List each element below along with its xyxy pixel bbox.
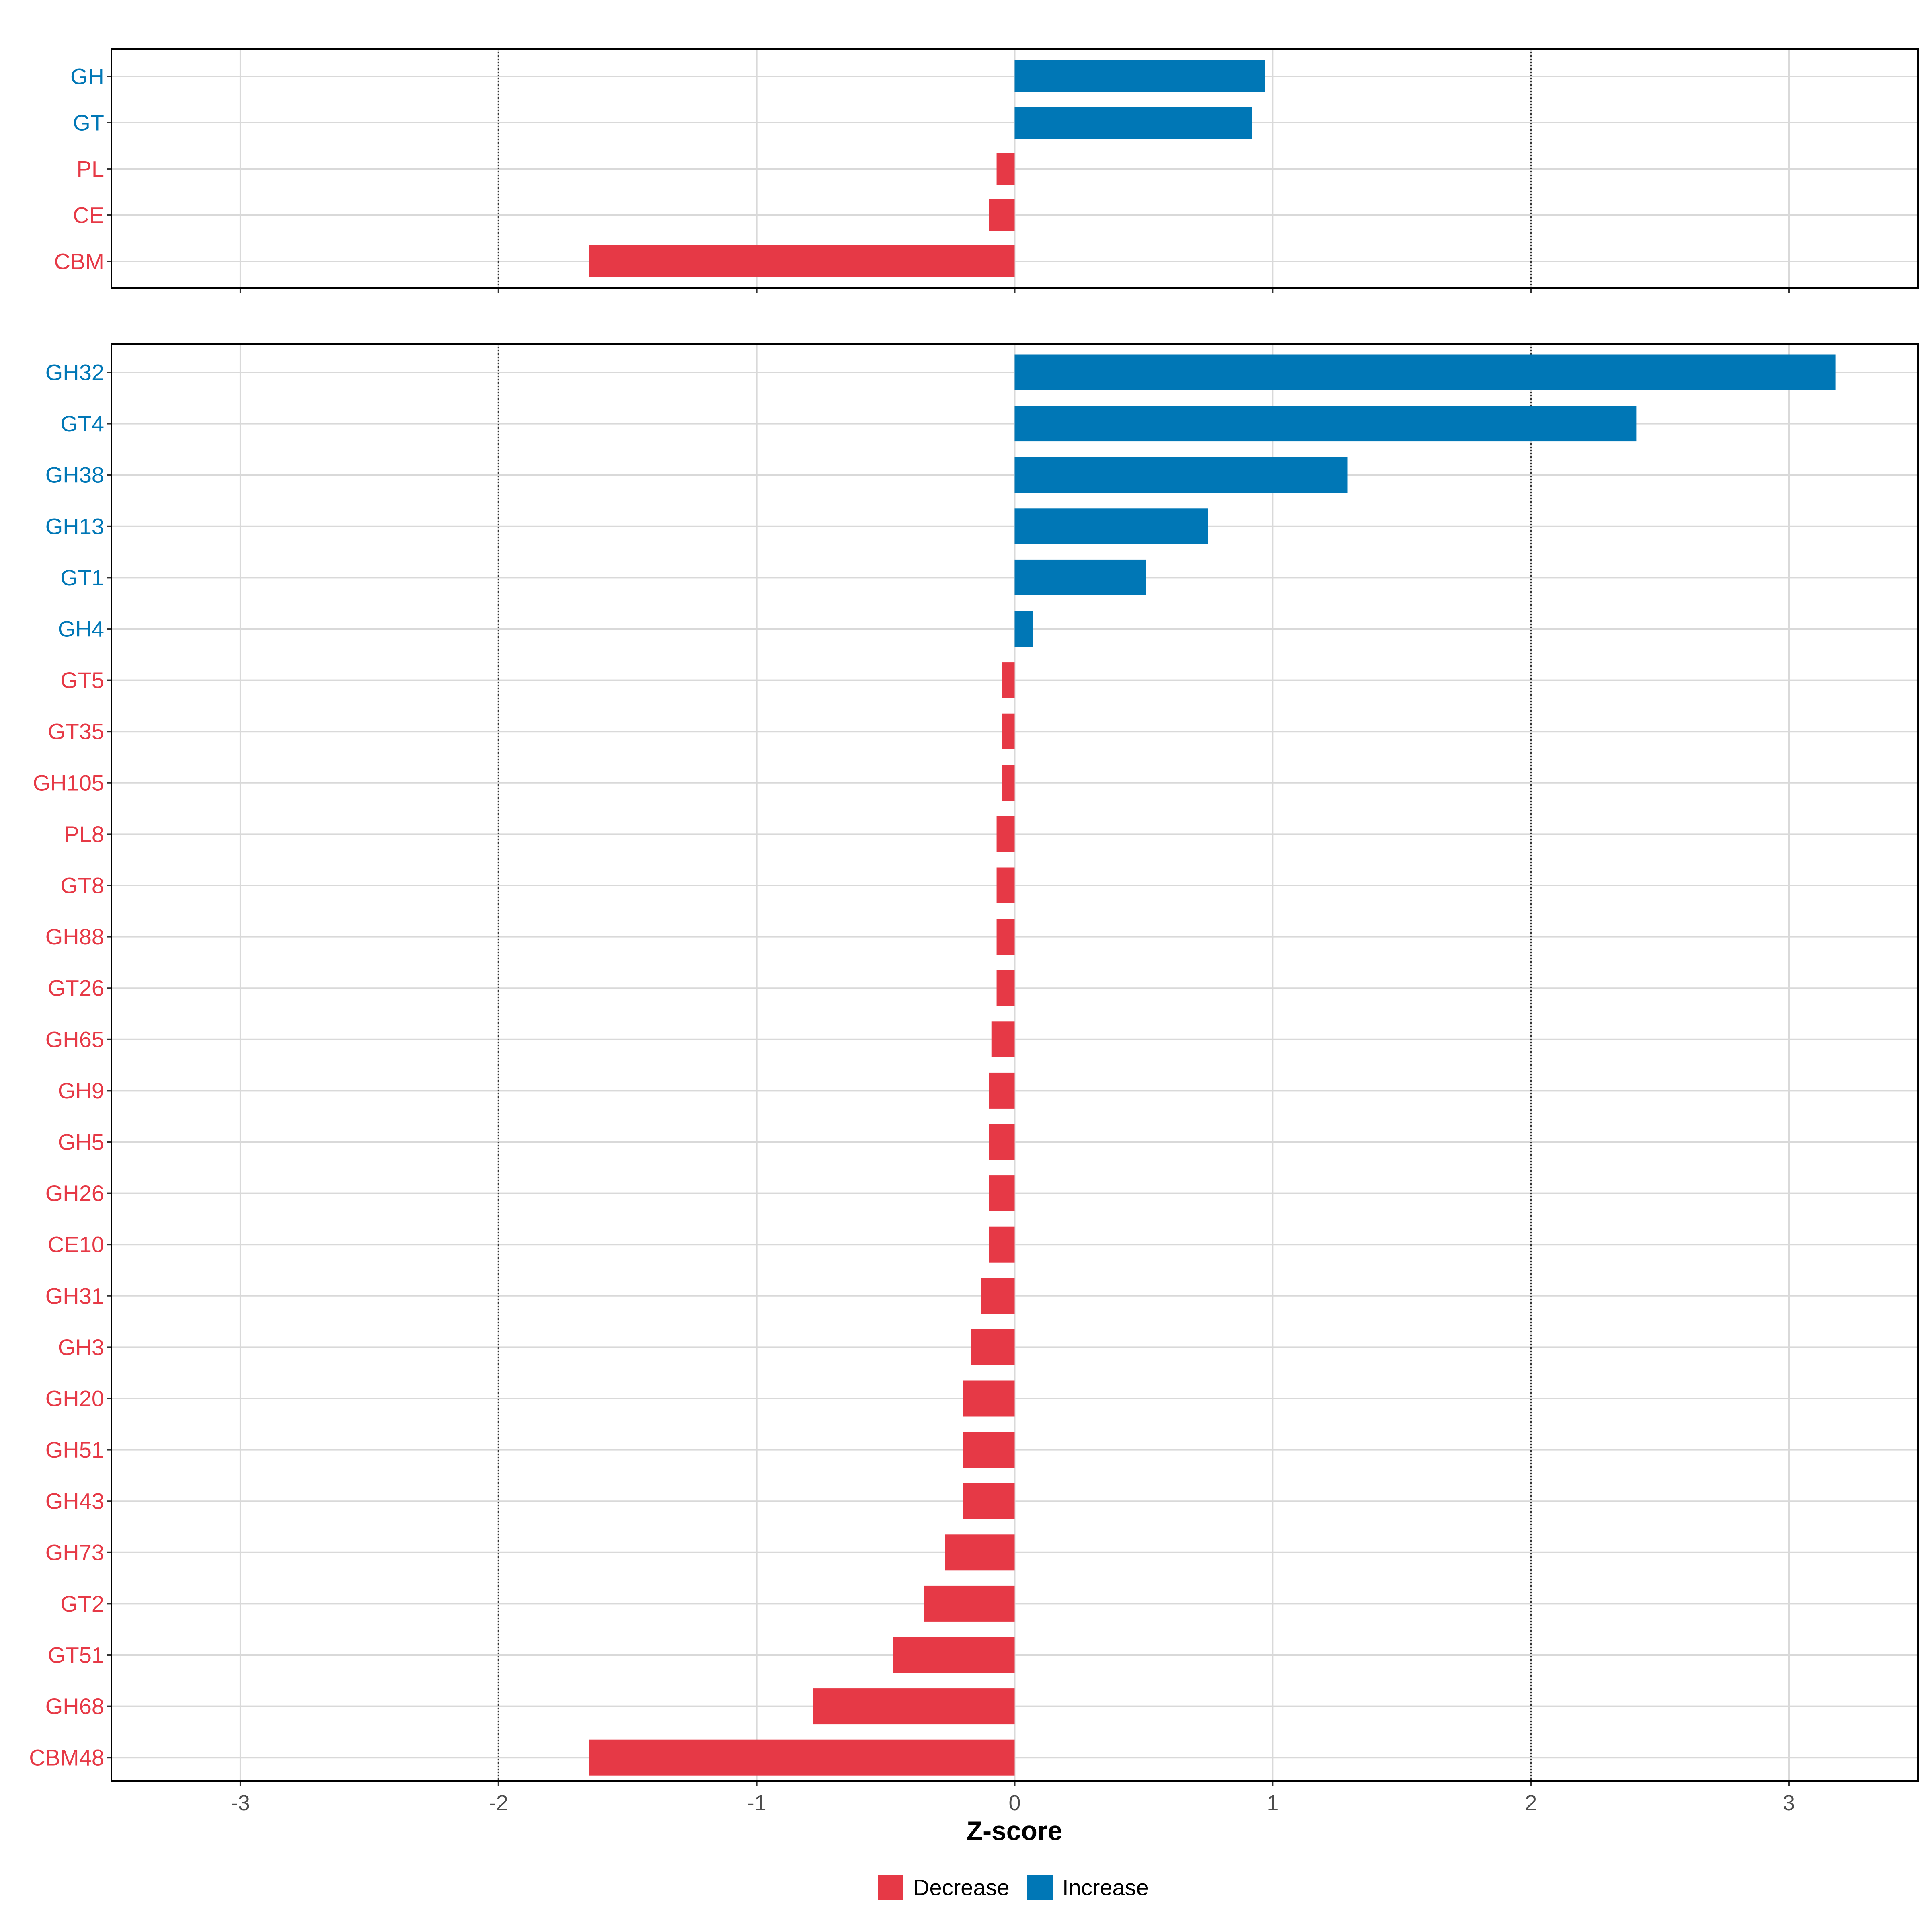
category-label-gh: GH [70, 64, 104, 89]
legend-key-increase [1027, 1875, 1053, 1900]
bar-gt5 [1002, 662, 1015, 698]
bar-gh20 [963, 1380, 1015, 1417]
bar-gt2 [924, 1585, 1015, 1622]
bar-gh38 [1014, 457, 1348, 493]
bar-gh88 [996, 919, 1015, 955]
bar-gh [1014, 60, 1265, 92]
category-label-gt5: GT5 [60, 667, 104, 693]
category-label-gh38: GH38 [45, 462, 104, 488]
category-label-gh105: GH105 [33, 770, 104, 795]
category-label-gh5: GH5 [58, 1129, 104, 1155]
x-tick-label: 3 [1783, 1791, 1795, 1815]
category-label-gh73: GH73 [45, 1540, 104, 1565]
bar-gh3 [971, 1329, 1015, 1365]
x-tick-label: 2 [1525, 1791, 1537, 1815]
x-axis: -3 -2 -1 0 1 2 3 [231, 1791, 1795, 1815]
bar-gh4 [1014, 611, 1033, 647]
bar-gh68 [813, 1688, 1015, 1725]
category-label-gt26: GT26 [48, 975, 104, 1001]
category-label-gh13: GH13 [45, 513, 104, 539]
bar-gh43 [963, 1483, 1015, 1519]
category-label-gt51: GT51 [48, 1643, 104, 1668]
panel-border [111, 343, 1919, 1782]
category-label-gt1: GT1 [60, 565, 104, 590]
bar-gt [1014, 107, 1252, 139]
bar-gh32 [1014, 354, 1836, 390]
category-label-gt35: GT35 [48, 719, 104, 744]
x-tick-label: -1 [747, 1791, 766, 1815]
bar-gh13 [1014, 508, 1208, 544]
x-tick-label: 1 [1267, 1791, 1279, 1815]
category-label-cbm: CBM [54, 249, 104, 274]
category-label-gt4: GT4 [60, 411, 104, 436]
legend-key-decrease [878, 1875, 903, 1900]
panel-border [111, 48, 1919, 289]
category-label-gh51: GH51 [45, 1437, 104, 1462]
category-label-gh26: GH26 [45, 1181, 104, 1206]
bar-pl8 [996, 816, 1015, 852]
x-axis-title: Z-score [967, 1816, 1062, 1846]
category-label-gh3: GH3 [58, 1335, 104, 1360]
category-label-gt: GT [73, 110, 104, 136]
bar-gh51 [963, 1432, 1015, 1468]
bar-ce10 [989, 1226, 1015, 1263]
bar-gh65 [991, 1021, 1015, 1057]
category-label-ce: CE [73, 203, 104, 228]
bar-cbm48 [589, 1739, 1015, 1776]
legend: Decrease Increase [878, 1875, 1149, 1900]
category-label-gt8: GT8 [60, 873, 104, 898]
category-label-gh88: GH88 [45, 924, 104, 949]
category-label-pl8: PL8 [64, 821, 104, 847]
bar-gh5 [989, 1124, 1015, 1160]
category-label-gh20: GH20 [45, 1386, 104, 1411]
bar-gt4 [1014, 406, 1637, 442]
bar-gt26 [996, 970, 1015, 1006]
category-label-cbm48: CBM48 [29, 1745, 104, 1770]
category-label-gh32: GH32 [45, 360, 104, 385]
bar-gh73 [945, 1534, 1015, 1571]
bar-gh9 [989, 1072, 1015, 1109]
category-label-gh4: GH4 [58, 616, 104, 642]
bar-gt35 [1002, 713, 1015, 749]
class-panel: GH GT PL CE CBM [54, 48, 1919, 293]
category-label-pl: PL [77, 156, 105, 182]
bar-cbm [589, 245, 1015, 277]
bar-gt51 [893, 1637, 1015, 1673]
category-label-gt2: GT2 [60, 1591, 104, 1616]
x-tick-label: -3 [231, 1791, 250, 1815]
bar-gh105 [1002, 765, 1015, 801]
bar-ce [989, 199, 1015, 231]
category-label-gh65: GH65 [45, 1027, 104, 1052]
category-label-gh9: GH9 [58, 1078, 104, 1103]
category-label-gh68: GH68 [45, 1694, 104, 1719]
x-tick-label: 0 [1008, 1791, 1020, 1815]
category-label-gh43: GH43 [45, 1489, 104, 1514]
category-label-ce10: CE10 [48, 1232, 104, 1257]
legend-label-increase: Increase [1062, 1875, 1149, 1900]
bar-pl [996, 153, 1015, 185]
bar-gt8 [996, 867, 1015, 903]
legend-label-decrease: Decrease [913, 1875, 1010, 1900]
bar-gh31 [981, 1278, 1015, 1314]
category-label-gh31: GH31 [45, 1283, 104, 1308]
bar-gh26 [989, 1175, 1015, 1211]
bar-gt1 [1014, 559, 1146, 595]
family-panel: GH32 GT4 GH38 GH13 GT1 GH4 GT5 GT35 GH105 PL8 GT8 G… [29, 343, 1919, 1786]
x-tick-label: -2 [489, 1791, 508, 1815]
